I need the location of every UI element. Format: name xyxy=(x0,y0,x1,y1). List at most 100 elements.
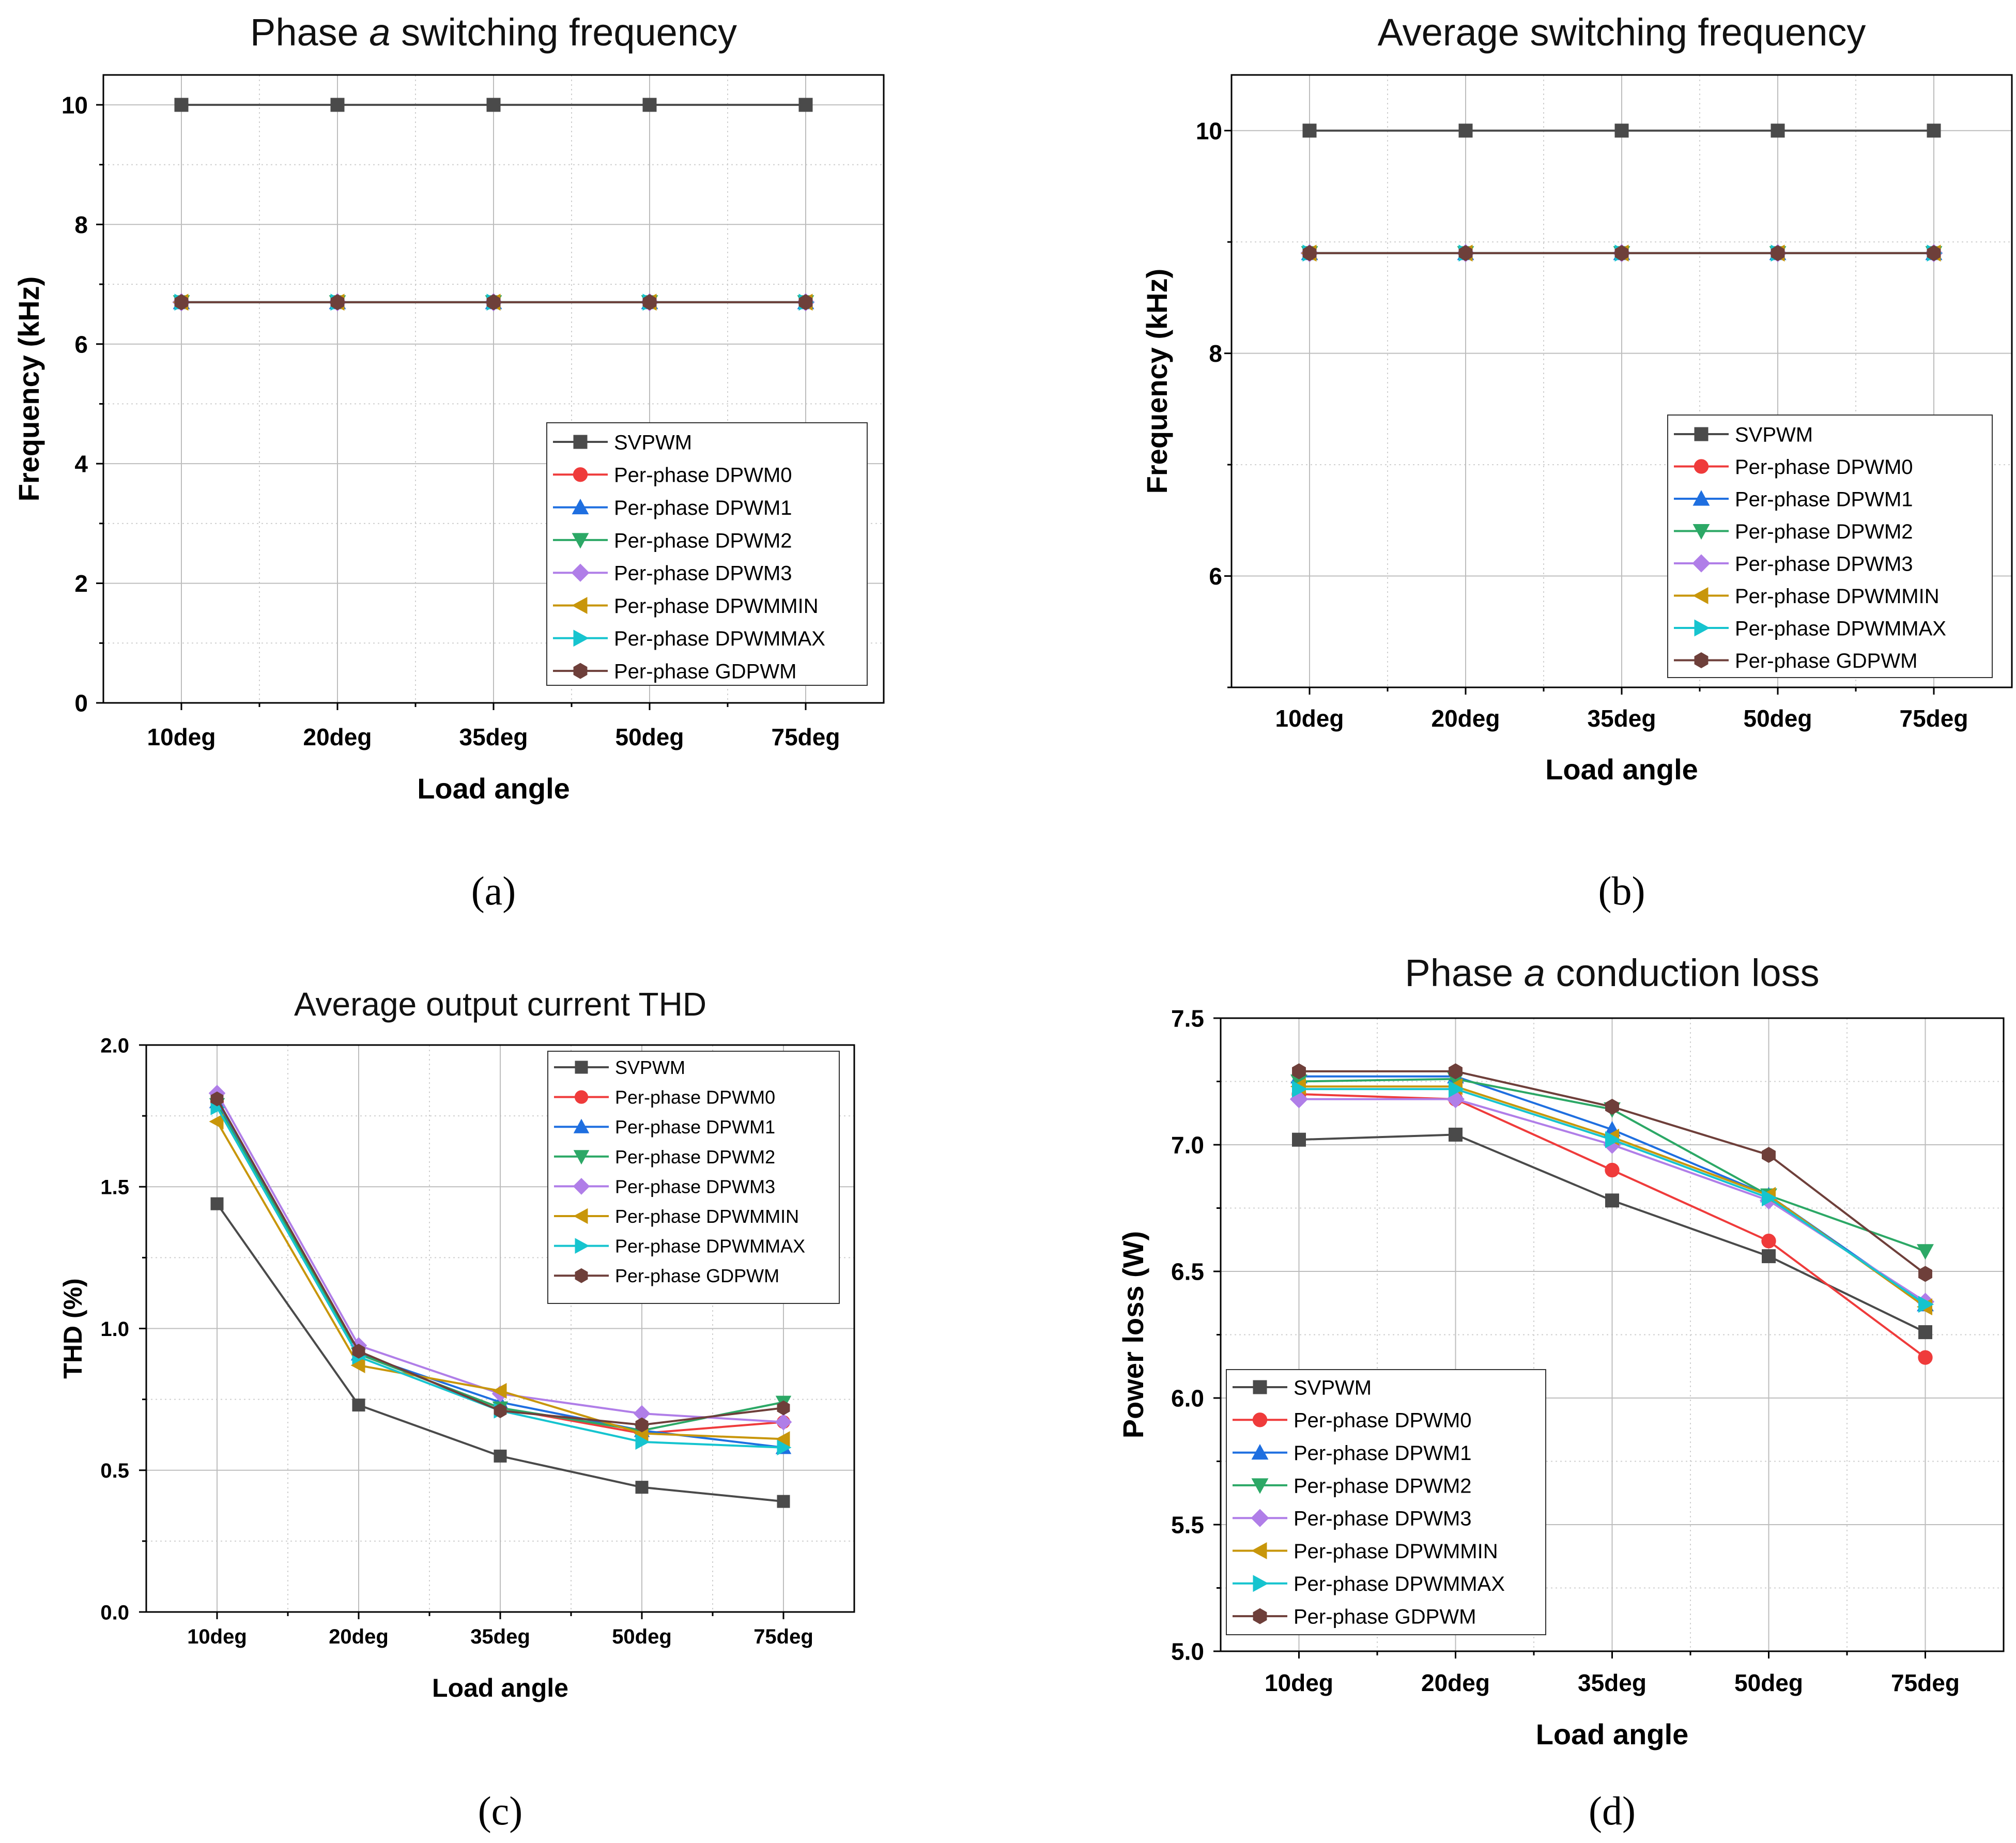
legend-label: Per-phase DPWM1 xyxy=(615,1116,775,1138)
data-point xyxy=(775,1414,792,1431)
chart-title-italic: a xyxy=(1524,951,1545,994)
data-point xyxy=(209,1113,224,1130)
panel-label: (a) xyxy=(471,868,516,913)
x-tick-label: 35deg xyxy=(1588,705,1656,732)
x-tick-label: 50deg xyxy=(1734,1669,1803,1696)
y-tick-label: 1.5 xyxy=(100,1176,129,1199)
legend-label: Per-phase DPWM3 xyxy=(1294,1508,1472,1530)
legend-label: Per-phase DPWMMIN xyxy=(614,595,819,618)
y-tick-label: 0.0 xyxy=(100,1601,129,1624)
legend-marker xyxy=(575,1061,588,1074)
legend-label: Per-phase DPWM1 xyxy=(614,497,792,519)
legend-marker xyxy=(1694,459,1709,474)
legend-marker xyxy=(1692,554,1711,573)
x-axis-label: Load angle xyxy=(432,1673,568,1702)
x-tick-label: 20deg xyxy=(1432,705,1500,732)
legend-marker xyxy=(1694,619,1710,637)
x-tick-label: 35deg xyxy=(459,724,528,750)
chart-panel-b: Average switching frequency 6 8 10 10deg 20de… xyxy=(1141,11,2013,913)
data-point xyxy=(1605,1131,1621,1148)
x-tick-label: 35deg xyxy=(470,1625,530,1648)
legend-label: Per-phase DPWM0 xyxy=(614,464,792,487)
panel-label: (b) xyxy=(1598,868,1645,913)
y-tick-label: 6 xyxy=(1209,563,1222,590)
legend-box xyxy=(1667,414,1993,678)
data-point xyxy=(1614,245,1629,262)
y-tick-label: 10 xyxy=(1196,117,1222,144)
data-point xyxy=(1918,1325,1932,1340)
y-tick-label: 10 xyxy=(61,91,88,118)
chart-title-part: Average output current THD xyxy=(294,986,706,1023)
legend-label: Per-phase DPWM3 xyxy=(615,1176,775,1197)
x-tick-label: 50deg xyxy=(1744,705,1812,732)
legend-label: SVPWM xyxy=(615,1057,685,1078)
panel-label: (d) xyxy=(1589,1788,1636,1833)
data-point xyxy=(330,98,345,112)
data-point xyxy=(1605,1098,1619,1115)
chart-title: Phase a conduction loss xyxy=(1405,951,1819,994)
chart-title-part: conduction loss xyxy=(1545,951,1820,994)
y-tick-label: 5.5 xyxy=(1171,1512,1204,1539)
legend: SVPWM Per-phase DPWM0 Per-phase DPWM1 Per-p… xyxy=(546,422,868,686)
legend-label: SVPWM xyxy=(1294,1376,1372,1399)
legend-label: Per-phase DPWM1 xyxy=(1735,488,1913,511)
legend-marker xyxy=(1251,1478,1269,1494)
data-point xyxy=(1292,1132,1306,1147)
legend-marker xyxy=(1253,1608,1267,1624)
data-point xyxy=(494,1449,507,1463)
legend-label: Per-phase DPWM0 xyxy=(615,1087,775,1108)
legend-label: Per-phase DPWM1 xyxy=(1294,1442,1472,1465)
legend: SVPWM Per-phase DPWM0 Per-phase DPWM1 Per-p… xyxy=(1667,414,1993,678)
legend-label: Per-phase DPWM2 xyxy=(1735,520,1913,543)
series-7 xyxy=(1302,245,1941,262)
legend-label: Per-phase DPWM2 xyxy=(614,529,792,552)
y-axis-label: THD (%) xyxy=(58,1278,87,1378)
chart-title: Average output current THD xyxy=(294,986,706,1023)
series-7 xyxy=(1292,1063,1932,1282)
legend-marker xyxy=(573,1178,590,1195)
series-5 xyxy=(209,1113,790,1447)
data-point xyxy=(635,1434,650,1450)
legend-label: SVPWM xyxy=(1735,423,1813,446)
data-point xyxy=(1761,1234,1776,1249)
chart-title: Average switching frequency xyxy=(1378,11,1866,54)
legend-label: Per-phase DPWMMIN xyxy=(1294,1540,1498,1563)
legend-label: Per-phase DPWMMIN xyxy=(615,1206,799,1227)
legend-marker xyxy=(573,663,588,679)
data-point xyxy=(777,1439,792,1456)
x-tick-label: 50deg xyxy=(615,724,684,750)
legend-marker xyxy=(1251,1509,1269,1527)
legend-marker xyxy=(1251,1542,1267,1559)
chart-title-part: Average switching frequency xyxy=(1378,11,1866,54)
legend-label: Per-phase DPWM3 xyxy=(1735,552,1913,575)
legend-label: Per-phase GDPWM xyxy=(614,661,796,683)
chart-title-part: Phase xyxy=(1405,951,1523,994)
data-point xyxy=(1614,124,1629,138)
y-tick-label: 1.0 xyxy=(100,1318,129,1341)
y-tick-label: 4 xyxy=(74,451,88,478)
data-point xyxy=(1771,124,1785,138)
data-point xyxy=(1771,245,1785,262)
y-axis-label: Power loss (W) xyxy=(1117,1231,1149,1438)
chart-panel-a: Phase a switching frequency 0 2 4 6 8 10 10deg 2… xyxy=(12,11,885,913)
chart-panel-d: Phase a conduction loss 5.0 5.5 6.0 6.5 7.0 7.… xyxy=(1117,951,2005,1833)
legend-marker xyxy=(573,1208,588,1224)
data-point xyxy=(1927,124,1941,138)
series-7 xyxy=(210,1091,790,1433)
data-point xyxy=(174,294,189,311)
data-point xyxy=(330,294,345,311)
legend-marker xyxy=(575,1268,588,1283)
data-point xyxy=(352,1344,365,1359)
y-tick-label: 7.5 xyxy=(1171,1005,1204,1032)
chart-title: Phase a switching frequency xyxy=(250,11,737,54)
legend-marker xyxy=(573,1118,590,1133)
data-point xyxy=(1458,245,1473,262)
y-tick-label: 2.0 xyxy=(100,1034,129,1057)
x-tick-label: 50deg xyxy=(612,1625,672,1648)
x-tick-label: 75deg xyxy=(753,1625,813,1648)
legend-label: Per-phase DPWM3 xyxy=(614,562,792,585)
legend-marker xyxy=(573,435,588,449)
x-tick-label: 10deg xyxy=(1265,1669,1333,1696)
legend: SVPWM Per-phase DPWM0 Per-phase DPWM1 Per-p… xyxy=(1226,1369,1546,1635)
